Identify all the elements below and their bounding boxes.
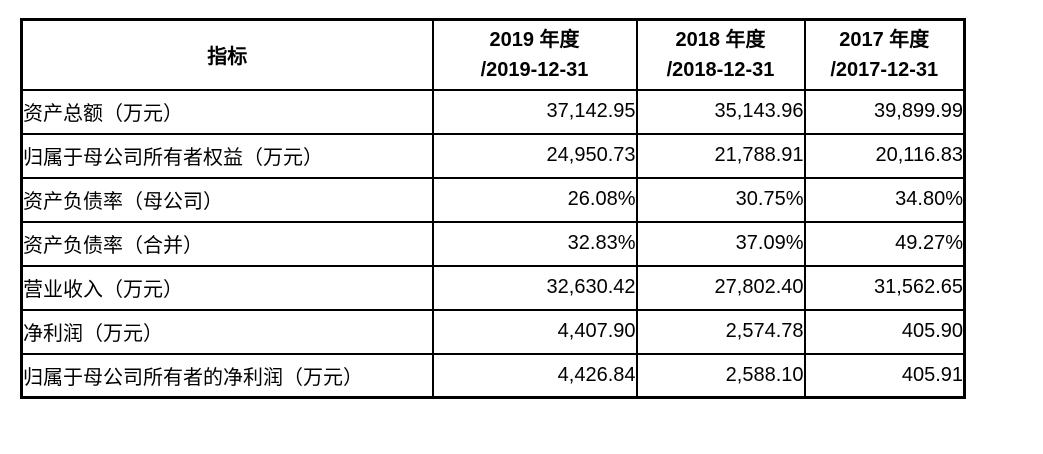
table-row: 资产负债率（合并） 32.83% 37.09% 49.27%: [20, 220, 966, 267]
period-year-label: 2017 年度: [839, 28, 930, 51]
value-cell: 2,574.78: [635, 308, 806, 355]
financial-indicators-table: 指标 2019 年度 /2019-12-31 2018 年度 /2018-12-…: [20, 18, 966, 399]
value-cell: 20,116.83: [803, 132, 966, 179]
indicator-cell: 资产总额（万元）: [20, 88, 434, 135]
value-cell: 405.90: [803, 308, 966, 355]
value-cell: 30.75%: [635, 176, 806, 223]
value-cell: 405.91: [803, 352, 966, 399]
value-cell: 37,142.95: [431, 88, 638, 135]
header-indicator: 指标: [20, 18, 434, 91]
value-cell: 37.09%: [635, 220, 806, 267]
value-cell: 32,630.42: [431, 264, 638, 311]
value-cell: 21,788.91: [635, 132, 806, 179]
value-cell: 35,143.96: [635, 88, 806, 135]
indicator-cell: 营业收入（万元）: [20, 264, 434, 311]
value-cell: 2,588.10: [635, 352, 806, 399]
header-period-2019: 2019 年度 /2019-12-31: [431, 18, 638, 91]
value-cell: 49.27%: [803, 220, 966, 267]
value-cell: 31,562.65: [803, 264, 966, 311]
table-header-row: 指标 2019 年度 /2019-12-31 2018 年度 /2018-12-…: [20, 18, 966, 91]
value-cell: 32.83%: [431, 220, 638, 267]
period-year-label: 2019 年度: [489, 28, 580, 51]
value-cell: 39,899.99: [803, 88, 966, 135]
value-cell: 24,950.73: [431, 132, 638, 179]
table-row: 归属于母公司所有者权益（万元） 24,950.73 21,788.91 20,1…: [20, 132, 966, 179]
value-cell: 4,426.84: [431, 352, 638, 399]
header-period-2017: 2017 年度 /2017-12-31: [803, 18, 966, 91]
indicator-cell: 净利润（万元）: [20, 308, 434, 355]
table-row: 资产负债率（母公司） 26.08% 30.75% 34.80%: [20, 176, 966, 223]
table-row: 营业收入（万元） 32,630.42 27,802.40 31,562.65: [20, 264, 966, 311]
table-row: 净利润（万元） 4,407.90 2,574.78 405.90: [20, 308, 966, 355]
indicator-cell: 归属于母公司所有者的净利润（万元）: [20, 352, 434, 399]
value-cell: 4,407.90: [431, 308, 638, 355]
period-date-label: /2019-12-31: [480, 58, 589, 81]
period-date-label: /2017-12-31: [830, 58, 939, 81]
indicator-cell: 归属于母公司所有者权益（万元）: [20, 132, 434, 179]
indicator-cell: 资产负债率（母公司）: [20, 176, 434, 223]
value-cell: 26.08%: [431, 176, 638, 223]
indicator-cell: 资产负债率（合并）: [20, 220, 434, 267]
period-year-label: 2018 年度: [675, 28, 766, 51]
value-cell: 27,802.40: [635, 264, 806, 311]
value-cell: 34.80%: [803, 176, 966, 223]
header-period-2018: 2018 年度 /2018-12-31: [635, 18, 806, 91]
period-date-label: /2018-12-31: [666, 58, 775, 81]
table-row: 资产总额（万元） 37,142.95 35,143.96 39,899.99: [20, 88, 966, 135]
table-row: 归属于母公司所有者的净利润（万元） 4,426.84 2,588.10 405.…: [20, 352, 966, 399]
